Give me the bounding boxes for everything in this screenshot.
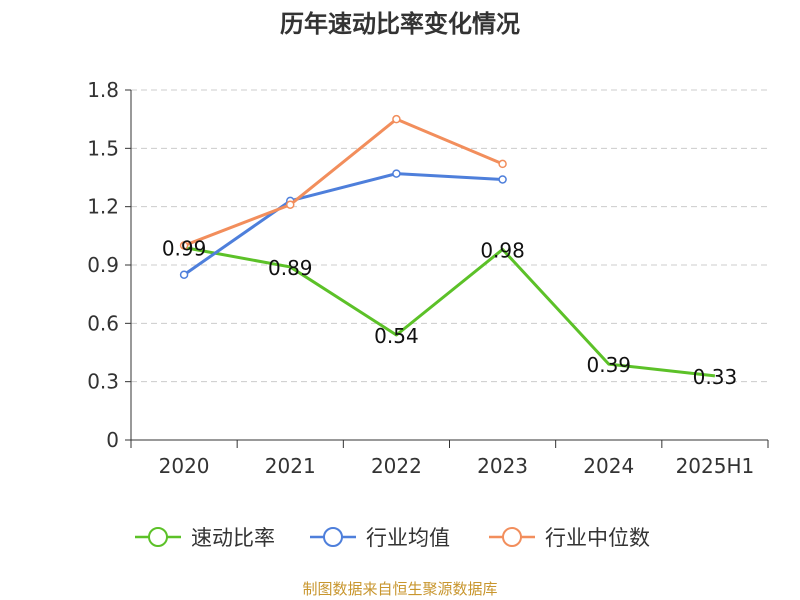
data-label: 0.98 xyxy=(480,238,525,262)
legend-marker-2 xyxy=(323,527,343,547)
x-tick-label: 2024 xyxy=(583,454,634,478)
axes: 0 0.3 0.6 0.9 1.2 1.5 1.8 2020 2021 2022 2023 2024 2… xyxy=(87,78,769,478)
y-tick-label: 0.6 xyxy=(87,311,119,335)
y-tick-label: 1.5 xyxy=(87,136,119,160)
x-tick-label: 2021 xyxy=(265,454,316,478)
y-tick-label: 0.9 xyxy=(87,253,119,277)
y-tick-label: 1.8 xyxy=(87,78,119,102)
series-line-3 xyxy=(183,117,504,247)
series-line-2 xyxy=(183,172,503,276)
data-label: 0.89 xyxy=(268,256,313,280)
series-point-3 xyxy=(179,241,189,250)
legend-label-2: 行业均值 xyxy=(366,526,450,550)
data-label: 0.39 xyxy=(586,353,631,377)
legend-marker-1 xyxy=(148,527,168,547)
data-label: 0.33 xyxy=(693,365,738,389)
data-label: 0.54 xyxy=(374,324,419,348)
series-point-3 xyxy=(286,200,295,209)
series-lines xyxy=(179,114,716,378)
series-point-2 xyxy=(179,270,189,279)
x-tick-label: 2025H1 xyxy=(676,454,755,478)
source-note: 制图数据来自恒生聚源数据库 xyxy=(302,580,497,598)
x-tick-label: 2023 xyxy=(477,454,528,478)
series-line-1 xyxy=(183,246,716,378)
series-point-2 xyxy=(392,169,401,178)
x-tick-label: 2020 xyxy=(159,454,210,478)
grid-lines xyxy=(131,89,768,383)
series-point-3 xyxy=(498,159,507,169)
legend: 速动比率 行业均值 行业中位数 xyxy=(135,526,650,550)
legend-label-3: 行业中位数 xyxy=(545,526,650,550)
data-labels: 0.99 0.89 0.54 0.98 0.39 0.33 xyxy=(162,237,737,389)
series-point-3 xyxy=(392,114,401,124)
y-tick-label: 0.3 xyxy=(87,370,119,394)
y-tick-label: 1.2 xyxy=(87,195,119,219)
x-tick-label: 2022 xyxy=(371,454,422,478)
y-tick-label: 0 xyxy=(106,428,119,452)
legend-marker-3 xyxy=(502,527,522,547)
chart-title: 历年速动比率变化情况 xyxy=(280,10,520,38)
data-label: 0.99 xyxy=(162,237,207,261)
series-point-2 xyxy=(498,175,507,184)
legend-label-1: 速动比率 xyxy=(191,526,275,550)
